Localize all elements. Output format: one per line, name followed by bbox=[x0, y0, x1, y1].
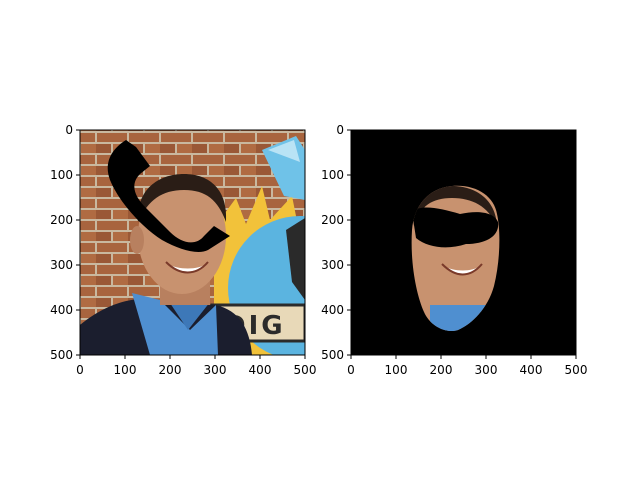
x-tick-label: 100 bbox=[385, 363, 408, 377]
right-panel-image bbox=[351, 130, 576, 355]
y-tick-label: 200 bbox=[50, 213, 73, 227]
y-tick-label: 300 bbox=[50, 258, 73, 272]
person bbox=[80, 174, 252, 355]
x-tick-label: 300 bbox=[204, 363, 227, 377]
y-tick-label: 0 bbox=[65, 123, 73, 137]
sign-artwork: DIG bbox=[210, 136, 305, 355]
y-tick-label: 300 bbox=[321, 258, 344, 272]
y-tick-label: 500 bbox=[50, 348, 73, 362]
x-tick-label: 200 bbox=[159, 363, 182, 377]
y-tick-label: 100 bbox=[50, 168, 73, 182]
x-tick-label: 500 bbox=[294, 363, 317, 377]
x-tick-label: 400 bbox=[249, 363, 272, 377]
y-tick-label: 500 bbox=[321, 348, 344, 362]
x-tick-label: 500 bbox=[565, 363, 588, 377]
right-axes-frame bbox=[350, 129, 577, 356]
x-tick-label: 300 bbox=[475, 363, 498, 377]
x-tick-label: 400 bbox=[520, 363, 543, 377]
x-tick-label: 0 bbox=[347, 363, 355, 377]
y-tick-label: 400 bbox=[321, 303, 344, 317]
left-axes-frame bbox=[79, 129, 306, 356]
x-tick-label: 100 bbox=[114, 363, 137, 377]
y-tick-label: 400 bbox=[50, 303, 73, 317]
y-tick-label: 0 bbox=[336, 123, 344, 137]
y-tick-label: 100 bbox=[321, 168, 344, 182]
y-tick-label: 200 bbox=[321, 213, 344, 227]
x-tick-label: 200 bbox=[430, 363, 453, 377]
masked-face bbox=[411, 185, 500, 332]
x-tick-label: 0 bbox=[76, 363, 84, 377]
left-panel-image: DIG bbox=[80, 130, 305, 355]
phone-occlusion bbox=[107, 140, 230, 252]
